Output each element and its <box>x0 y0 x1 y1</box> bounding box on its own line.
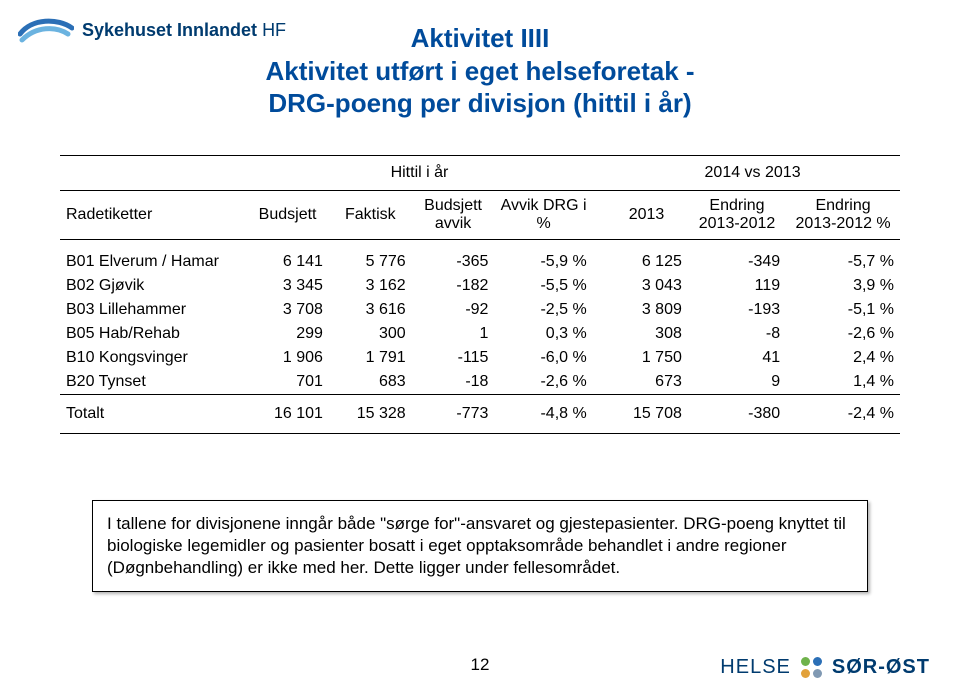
dot-icon <box>801 669 810 678</box>
cell: 3 345 <box>246 274 329 298</box>
cell: 1 <box>412 322 495 346</box>
table-group-header-row: Hittil i år 2014 vs 2013 <box>60 156 900 191</box>
col-avvik-drg: Avvik DRG i % <box>494 191 592 240</box>
cell: -6,0 % <box>494 346 592 370</box>
cell: 1 791 <box>329 346 412 370</box>
table-total-row: Totalt 16 101 15 328 -773 -4,8 % 15 708 … <box>60 394 900 433</box>
cell: -380 <box>688 394 786 433</box>
cell: 701 <box>246 370 329 395</box>
title-line-1: Aktivitet IIII <box>0 22 960 55</box>
cell: 16 101 <box>246 394 329 433</box>
cell: -5,5 % <box>494 274 592 298</box>
cell: -115 <box>412 346 495 370</box>
cell-label: B05 Hab/Rehab <box>60 322 246 346</box>
footer-logo: HELSE SØR-ØST <box>720 656 930 679</box>
cell: -4,8 % <box>494 394 592 433</box>
cell-label: B01 Elverum / Hamar <box>60 250 246 274</box>
cell: 673 <box>605 370 688 395</box>
cell: 308 <box>605 322 688 346</box>
slide-title: Aktivitet IIII Aktivitet utført i eget h… <box>0 22 960 120</box>
cell: -18 <box>412 370 495 395</box>
cell: 6 141 <box>246 250 329 274</box>
cell: 683 <box>329 370 412 395</box>
cell: 3 616 <box>329 298 412 322</box>
cell: -2,6 % <box>494 370 592 395</box>
cell: -773 <box>412 394 495 433</box>
cell: 1,4 % <box>786 370 900 395</box>
cell: 299 <box>246 322 329 346</box>
cell-label: Totalt <box>60 394 246 433</box>
col-faktisk: Faktisk <box>329 191 412 240</box>
title-line-3: DRG-poeng per divisjon (hittil i år) <box>0 87 960 120</box>
col-rowlabel: Radetiketter <box>60 191 246 240</box>
table-column-header-row: Radetiketter Budsjett Faktisk Budsjett a… <box>60 191 900 240</box>
cell: -5,7 % <box>786 250 900 274</box>
col-budsjett-avvik: Budsjett avvik <box>412 191 495 240</box>
footnote-text: I tallene for divisjonene inngår både "s… <box>107 514 846 577</box>
cell: 3 708 <box>246 298 329 322</box>
footer-sorost-text: SØR-ØST <box>832 656 930 679</box>
col-2013: 2013 <box>605 191 688 240</box>
cell: 1 906 <box>246 346 329 370</box>
cell-label: B20 Tynset <box>60 370 246 395</box>
cell: -193 <box>688 298 786 322</box>
title-line-2: Aktivitet utført i eget helseforetak - <box>0 55 960 88</box>
col-budsjett: Budsjett <box>246 191 329 240</box>
footer-helse-text: HELSE <box>720 656 791 679</box>
cell: 300 <box>329 322 412 346</box>
table-row: B03 Lillehammer 3 708 3 616 -92 -2,5 % 3… <box>60 298 900 322</box>
table-row: B01 Elverum / Hamar 6 141 5 776 -365 -5,… <box>60 250 900 274</box>
group-header-left: Hittil i år <box>246 156 593 191</box>
cell: 6 125 <box>605 250 688 274</box>
cell: 2,4 % <box>786 346 900 370</box>
footnote-box: I tallene for divisjonene inngår både "s… <box>92 500 868 592</box>
cell: -365 <box>412 250 495 274</box>
data-table: Hittil i år 2014 vs 2013 Radetiketter Bu… <box>60 155 900 434</box>
cell: -92 <box>412 298 495 322</box>
cell: 41 <box>688 346 786 370</box>
cell: 5 776 <box>329 250 412 274</box>
cell-label: B10 Kongsvinger <box>60 346 246 370</box>
data-table-container: Hittil i år 2014 vs 2013 Radetiketter Bu… <box>60 155 900 434</box>
cell: 15 708 <box>605 394 688 433</box>
cell: 15 328 <box>329 394 412 433</box>
footer-dots-icon <box>801 657 822 678</box>
cell: 3 043 <box>605 274 688 298</box>
cell: 9 <box>688 370 786 395</box>
dot-icon <box>813 669 822 678</box>
group-header-right: 2014 vs 2013 <box>605 156 900 191</box>
cell: -8 <box>688 322 786 346</box>
cell: 3 162 <box>329 274 412 298</box>
cell: -5,9 % <box>494 250 592 274</box>
table-row: B10 Kongsvinger 1 906 1 791 -115 -6,0 % … <box>60 346 900 370</box>
cell: 119 <box>688 274 786 298</box>
cell-label: B02 Gjøvik <box>60 274 246 298</box>
cell-label: B03 Lillehammer <box>60 298 246 322</box>
cell: -2,4 % <box>786 394 900 433</box>
cell: -2,6 % <box>786 322 900 346</box>
table-row: B02 Gjøvik 3 345 3 162 -182 -5,5 % 3 043… <box>60 274 900 298</box>
cell: -2,5 % <box>494 298 592 322</box>
col-endring: Endring 2013-2012 <box>688 191 786 240</box>
cell: -349 <box>688 250 786 274</box>
cell: -5,1 % <box>786 298 900 322</box>
cell: -182 <box>412 274 495 298</box>
table-row: B20 Tynset 701 683 -18 -2,6 % 673 9 1,4 … <box>60 370 900 395</box>
dot-icon <box>813 657 822 666</box>
cell: 3 809 <box>605 298 688 322</box>
cell: 3,9 % <box>786 274 900 298</box>
col-endring-pct: Endring 2013-2012 % <box>786 191 900 240</box>
cell: 1 750 <box>605 346 688 370</box>
cell: 0,3 % <box>494 322 592 346</box>
dot-icon <box>801 657 810 666</box>
table-row: B05 Hab/Rehab 299 300 1 0,3 % 308 -8 -2,… <box>60 322 900 346</box>
